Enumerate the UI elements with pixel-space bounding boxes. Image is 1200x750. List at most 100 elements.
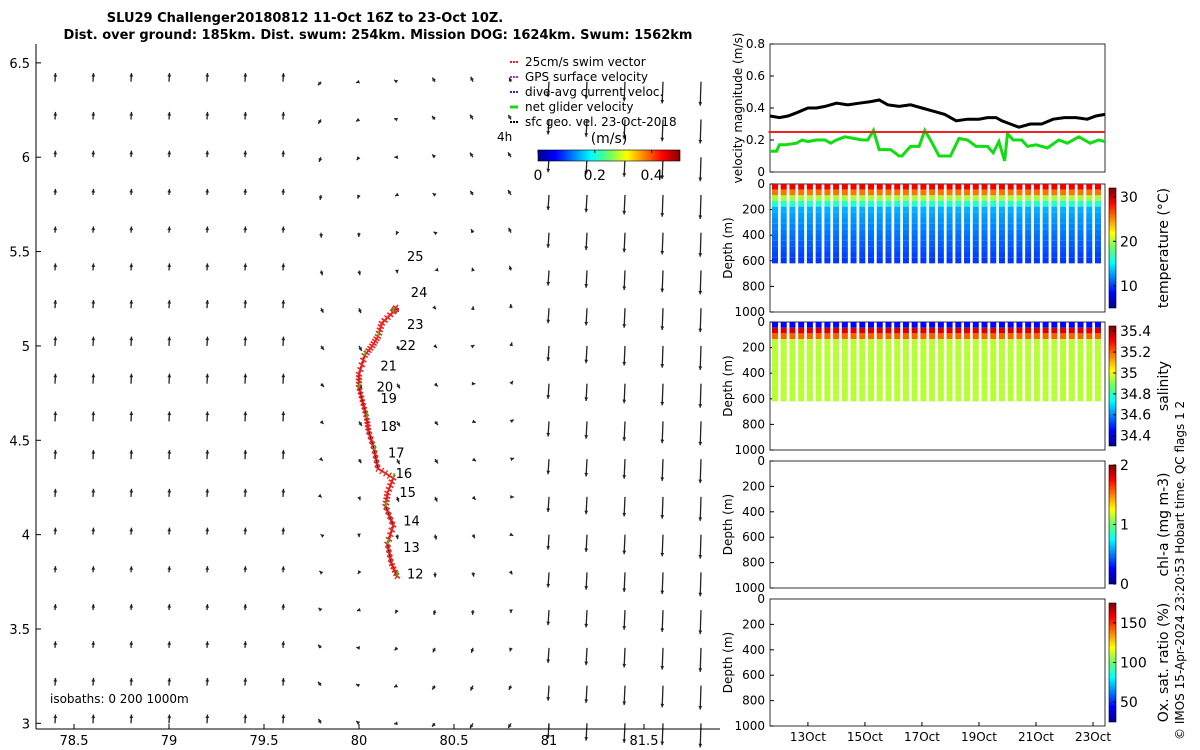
profile-cell bbox=[824, 246, 831, 253]
profile-cell bbox=[911, 395, 918, 402]
profile-cell bbox=[1042, 395, 1049, 402]
vector-arrow bbox=[661, 421, 664, 444]
profile-cell bbox=[955, 223, 962, 230]
vector-arrowhead bbox=[660, 175, 665, 180]
profile-cell bbox=[894, 384, 901, 391]
profile-cell bbox=[902, 229, 909, 236]
profile-cell bbox=[894, 327, 901, 334]
profile-cell bbox=[1077, 206, 1084, 213]
vector-arrowhead bbox=[546, 432, 551, 437]
profile-cell bbox=[1042, 350, 1049, 357]
profile-cell bbox=[998, 367, 1005, 374]
swim-vector-mark bbox=[374, 460, 380, 468]
profile-cell bbox=[1086, 184, 1093, 190]
profile-cell bbox=[876, 184, 883, 190]
vector-arrowhead bbox=[698, 743, 703, 748]
profile-cell bbox=[1007, 212, 1014, 219]
profile-cell bbox=[946, 350, 953, 357]
profile-cell bbox=[780, 350, 787, 357]
map-y-tick-label: 3.5 bbox=[9, 623, 30, 638]
profile-cell bbox=[929, 195, 936, 202]
swim-vector-mark bbox=[372, 451, 378, 458]
profile-cell bbox=[789, 395, 796, 402]
profile-cell bbox=[868, 189, 875, 196]
scale-label: 4h bbox=[497, 130, 512, 144]
profile-cell bbox=[937, 252, 944, 258]
vector-arrowhead bbox=[432, 305, 436, 310]
vector-arrowhead bbox=[470, 306, 475, 311]
vector-arrowhead bbox=[432, 154, 436, 159]
profile-cell bbox=[1025, 218, 1032, 224]
colorbar-ticks: 0 0.2 0.4 bbox=[534, 150, 663, 184]
profile-cell bbox=[1086, 356, 1093, 362]
vector-arrowhead bbox=[281, 714, 286, 719]
map-y-tick-label: 5.5 bbox=[9, 246, 30, 261]
profile-cell bbox=[981, 240, 988, 247]
vector-arrowhead bbox=[660, 439, 665, 444]
vector-arrow bbox=[699, 572, 702, 597]
vector-arrowhead bbox=[508, 189, 512, 194]
profile-cell bbox=[937, 333, 944, 340]
profile-cell bbox=[990, 218, 997, 224]
vector-arrow bbox=[661, 459, 664, 481]
profile-cell bbox=[1077, 257, 1084, 264]
vector-arrowhead bbox=[243, 677, 248, 682]
profile-cell bbox=[1068, 322, 1075, 328]
profile-cell bbox=[1007, 184, 1014, 190]
net-velocity-mark bbox=[373, 444, 376, 450]
profile-cell bbox=[1033, 235, 1040, 241]
vector-arrowhead bbox=[281, 299, 286, 304]
y-tick-label: 400 bbox=[742, 643, 765, 657]
profile-cell bbox=[1051, 384, 1058, 391]
profile-cell bbox=[885, 344, 892, 351]
profile-cell bbox=[937, 223, 944, 230]
profile-cell bbox=[815, 344, 822, 351]
profile-cell bbox=[859, 218, 866, 224]
profile-cell bbox=[798, 322, 805, 328]
vector-arrowhead bbox=[471, 267, 476, 272]
profile-cell bbox=[920, 218, 927, 224]
profile-cell bbox=[1042, 235, 1049, 241]
profile-cell bbox=[1033, 356, 1040, 362]
profile-cell bbox=[937, 184, 944, 190]
profile-cell bbox=[1086, 240, 1093, 247]
profile-cell bbox=[1042, 229, 1049, 236]
vector-arrowhead bbox=[281, 373, 286, 378]
y-tick-label: 200 bbox=[742, 341, 765, 355]
profile-cell bbox=[824, 384, 831, 391]
profile-cell bbox=[990, 350, 997, 357]
profile-cell bbox=[955, 240, 962, 247]
vector-arrowhead bbox=[281, 188, 286, 193]
profile-cell bbox=[859, 201, 866, 207]
vector-arrowhead bbox=[622, 173, 627, 177]
profile-cell bbox=[972, 257, 979, 264]
profile-cell bbox=[964, 235, 971, 241]
vector-arrowhead bbox=[434, 267, 439, 272]
profile-cell bbox=[780, 395, 787, 402]
profile-cell bbox=[1077, 384, 1084, 391]
profile-cell bbox=[972, 361, 979, 368]
profile-cell bbox=[998, 212, 1005, 219]
profile-cell bbox=[772, 184, 778, 190]
vector-arrowhead bbox=[357, 496, 361, 501]
profile-cell bbox=[1095, 356, 1101, 362]
profile-cell bbox=[911, 390, 918, 396]
profile-cell bbox=[841, 344, 848, 351]
vector-arrowhead bbox=[129, 714, 134, 719]
x-tick-label: 19Oct bbox=[961, 730, 997, 744]
y-tick-label: 0 bbox=[757, 165, 765, 179]
profile-cell bbox=[902, 395, 909, 402]
profile-cell bbox=[850, 339, 857, 345]
x-tick-label: 13Oct bbox=[790, 730, 826, 744]
profile-cell bbox=[772, 235, 778, 241]
profile-cell bbox=[833, 339, 840, 345]
vector-arrowhead bbox=[584, 661, 589, 666]
profile-cell bbox=[815, 384, 822, 391]
y-tick-label: 1000 bbox=[734, 719, 765, 733]
profile-cell bbox=[806, 339, 813, 345]
profile-cell bbox=[990, 257, 997, 264]
vector-arrowhead bbox=[660, 364, 665, 368]
profile-cell bbox=[806, 184, 813, 190]
profile-cell bbox=[798, 246, 805, 253]
